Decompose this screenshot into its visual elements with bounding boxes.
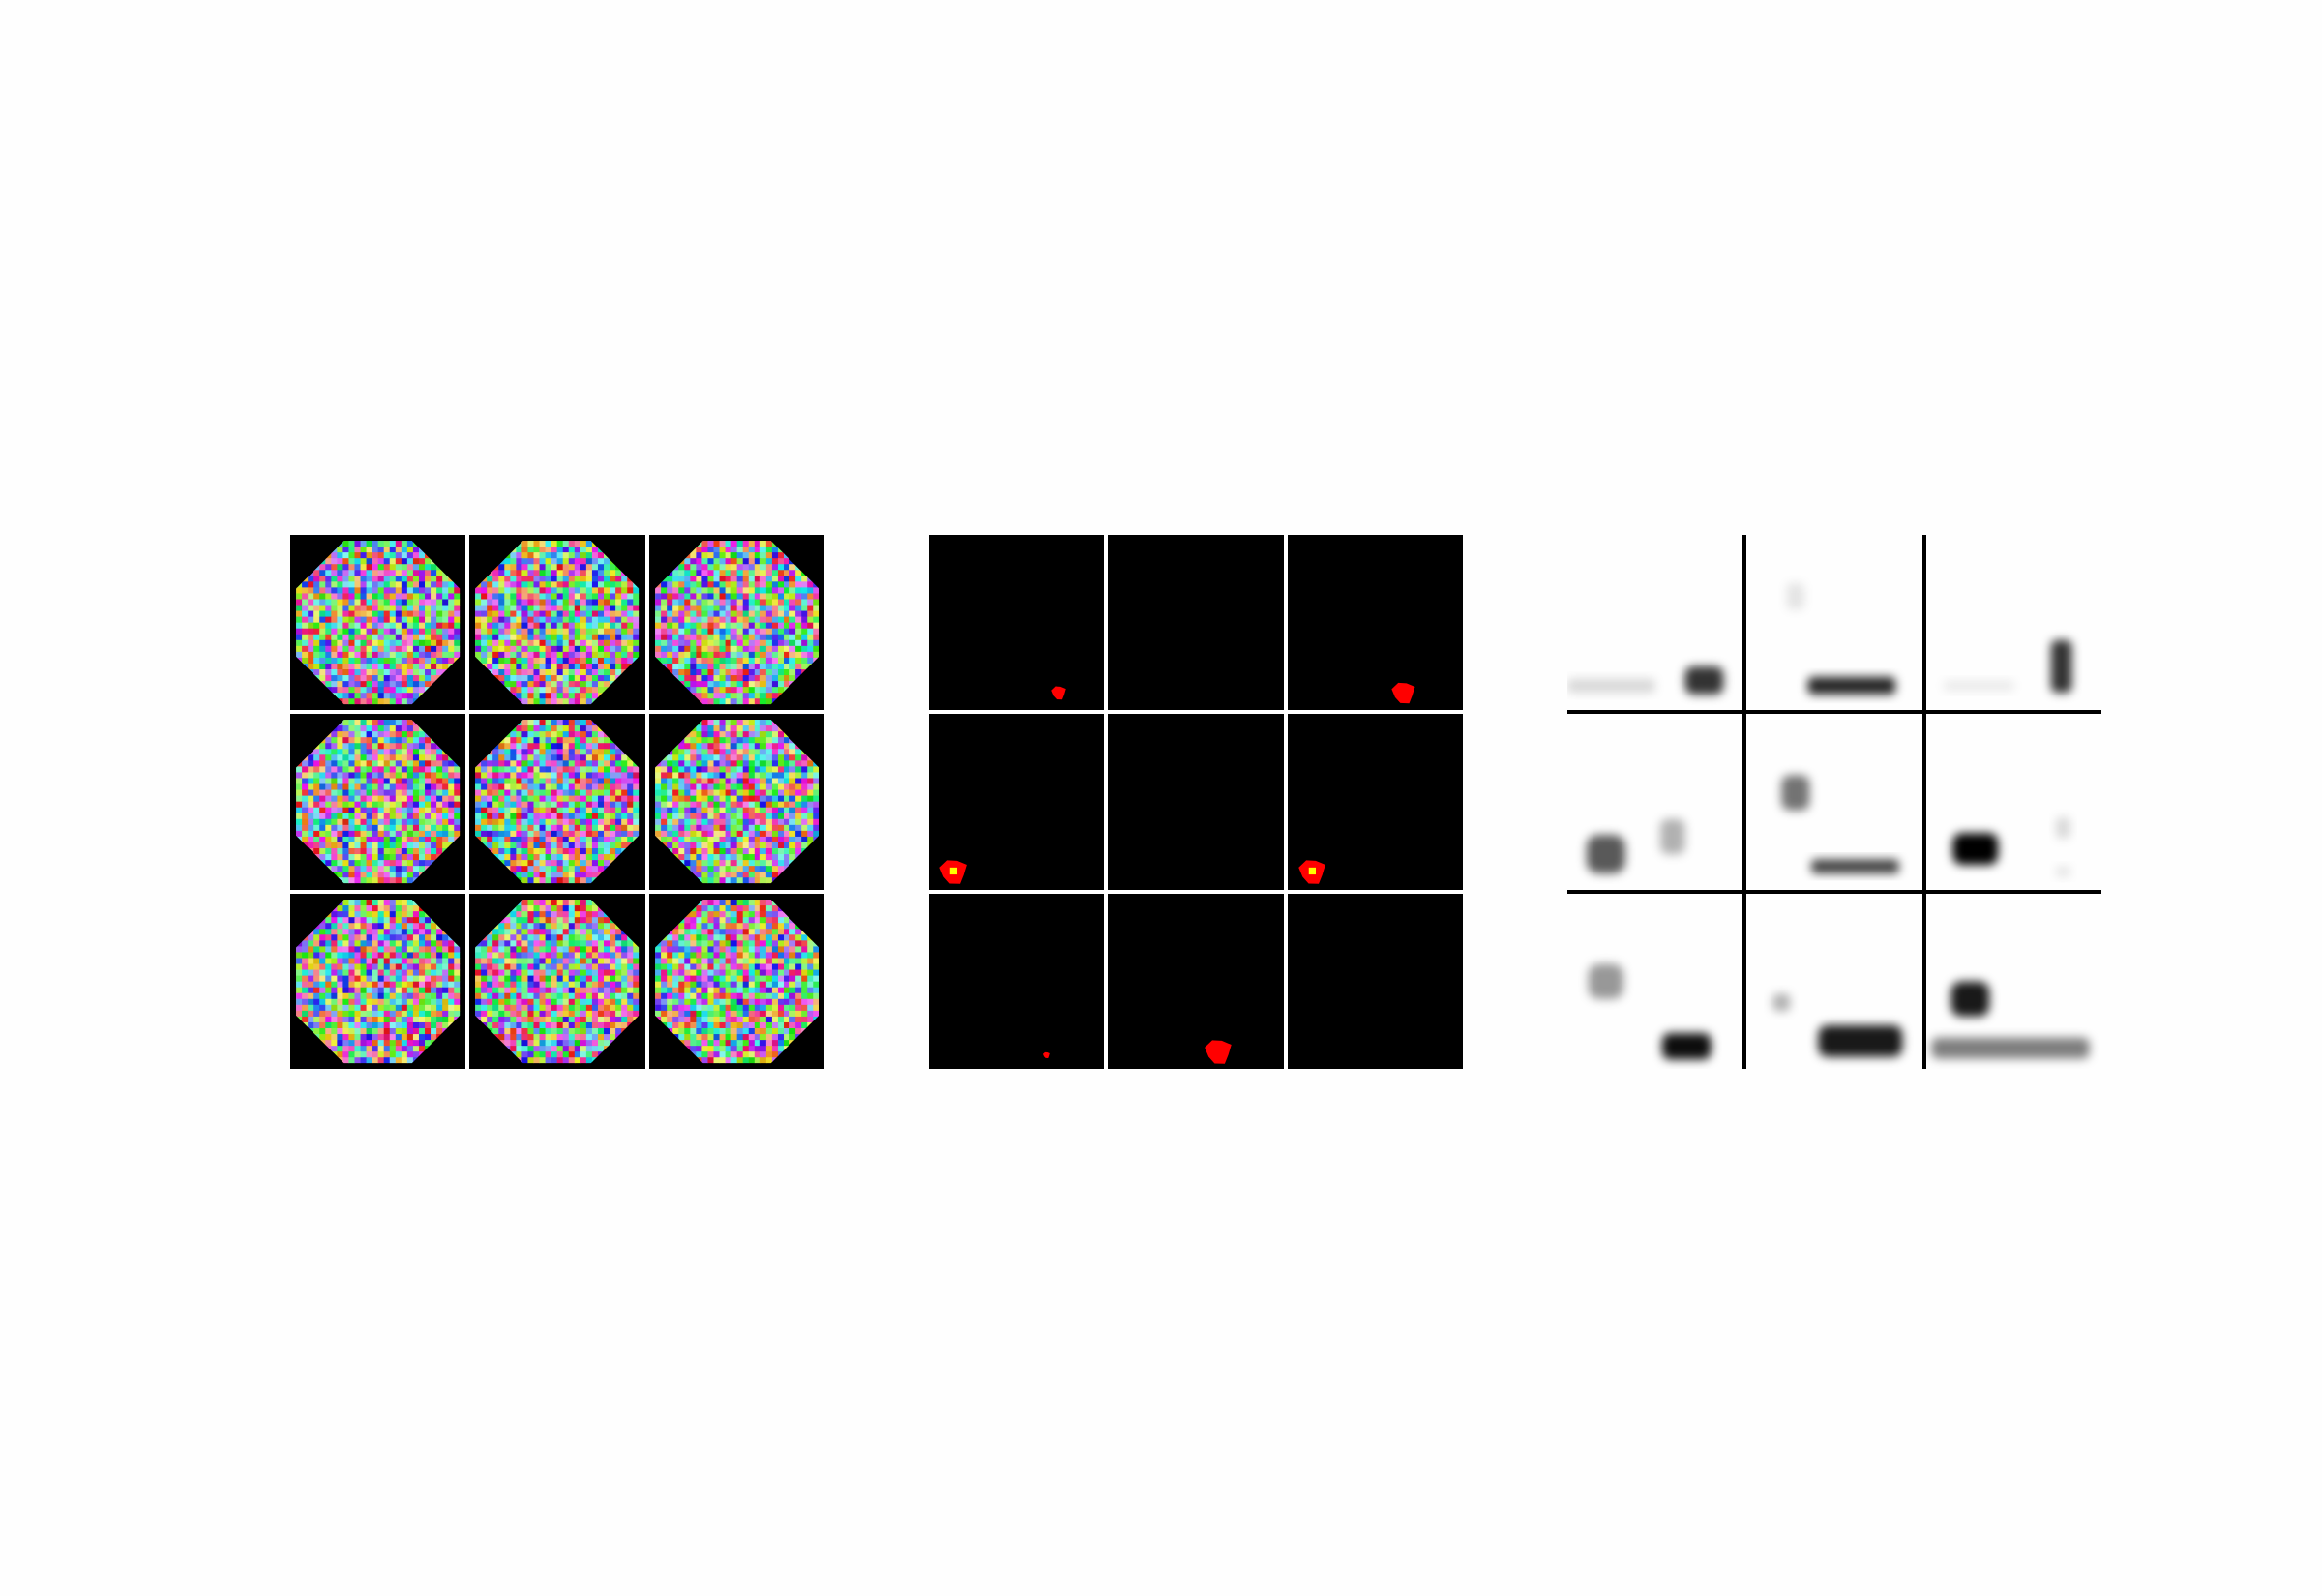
heat-spot-cell xyxy=(1287,535,1463,711)
heat-spot xyxy=(1051,686,1066,700)
rainbow-tile xyxy=(648,893,824,1069)
heat-spot-cell xyxy=(1108,535,1284,711)
grayscale-blur-grid xyxy=(1567,535,2101,1069)
gray-blob xyxy=(1781,775,1810,812)
rainbow-tile xyxy=(469,714,645,890)
gray-blob xyxy=(1772,993,1791,1012)
gray-blob xyxy=(1684,665,1724,695)
grayscale-blur-grid-cells xyxy=(1567,535,2101,1069)
gray-blob xyxy=(1931,1037,2090,1059)
gray-blob xyxy=(1586,835,1625,874)
gray-blob xyxy=(2050,639,2072,694)
grayscale-blur-cell xyxy=(1567,893,1743,1069)
rainbow-tile xyxy=(290,893,466,1069)
grayscale-blur-cell xyxy=(1746,714,1922,890)
rainbow-tile xyxy=(469,535,645,711)
gray-blob xyxy=(1661,1032,1712,1060)
rainbow-tile xyxy=(469,893,645,1069)
gray-blob xyxy=(1787,582,1805,610)
gray-blob xyxy=(1807,676,1896,695)
heat-spot-cell xyxy=(1287,893,1463,1069)
heat-spot-cell xyxy=(1287,714,1463,890)
gray-blob xyxy=(1660,819,1685,855)
heat-spot-cell xyxy=(1108,893,1284,1069)
grayscale-blur-cell xyxy=(1925,535,2101,711)
heat-spot xyxy=(1205,1040,1233,1064)
rainbow-tile xyxy=(648,714,824,890)
heat-spot xyxy=(1042,1051,1050,1058)
rainbow-tile xyxy=(290,535,466,711)
gray-blob xyxy=(1588,963,1624,999)
grayscale-blur-cell xyxy=(1567,535,1743,711)
gray-blob xyxy=(2055,817,2070,840)
heat-spot-cell xyxy=(929,714,1105,890)
grayscale-blur-cell xyxy=(1925,714,2101,890)
gray-blob xyxy=(2055,867,2070,877)
heat-spot-core xyxy=(949,868,958,875)
gray-blob xyxy=(1567,678,1655,694)
rainbow-tile-grid xyxy=(290,535,824,1069)
heat-spot-grid-cells xyxy=(929,535,1463,1069)
heat-spot-cell xyxy=(929,893,1105,1069)
gray-blob xyxy=(1943,680,2014,692)
heat-spot-cell xyxy=(929,535,1105,711)
grayscale-blur-cell xyxy=(1567,714,1743,890)
grayscale-blur-cell xyxy=(1746,535,1922,711)
rainbow-tile xyxy=(648,535,824,711)
gray-blob xyxy=(1950,981,1989,1017)
heat-spot xyxy=(1391,682,1415,704)
rainbow-tile-grid-cells xyxy=(290,535,824,1069)
gray-blob xyxy=(1818,1024,1903,1057)
grayscale-blur-cell xyxy=(1746,893,1922,1069)
heat-spot-cell xyxy=(1108,714,1284,890)
gray-blob xyxy=(1951,833,1999,866)
rainbow-tile xyxy=(290,714,466,890)
gray-blob xyxy=(1811,859,1900,874)
heat-spot-core xyxy=(1308,868,1316,875)
grayscale-blur-cell xyxy=(1925,893,2101,1069)
heat-spot-grid xyxy=(929,535,1463,1069)
